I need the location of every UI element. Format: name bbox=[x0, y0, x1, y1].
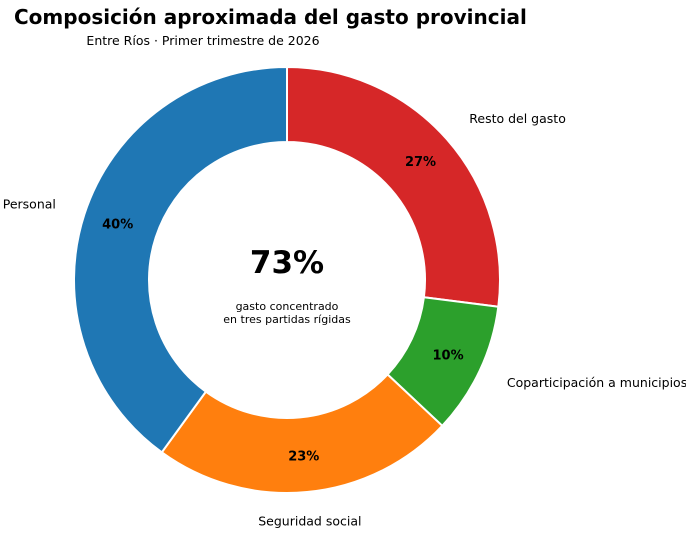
slice-label-resto-del-gasto: Resto del gasto bbox=[469, 111, 566, 126]
slice-percent-personal: 40% bbox=[102, 217, 133, 232]
slice-resto-del-gasto bbox=[286, 65, 501, 308]
donut-slice-labels: Resto del gasto Coparticipación a municip… bbox=[3, 111, 686, 529]
chart-subtitle: Entre Ríos · Primer trimestre de 2026 bbox=[86, 33, 319, 48]
slice-seguridad-social bbox=[160, 373, 444, 494]
center-caption-line-1: gasto concentrado bbox=[236, 300, 339, 313]
chart-title: Composición aproximada del gasto provinc… bbox=[14, 5, 527, 29]
slice-personal bbox=[73, 65, 288, 454]
donut-slices bbox=[73, 65, 501, 494]
center-caption-line-2: en tres partidas rígidas bbox=[223, 313, 351, 326]
slice-label-personal: Personal bbox=[3, 196, 56, 211]
center-value: 73% bbox=[250, 245, 324, 281]
slice-label-coparticipacion-a-municipios: Coparticipación a municipios bbox=[507, 375, 686, 390]
donut-percent-labels: 27% 10% 23% 40% bbox=[102, 155, 463, 465]
slice-percent-seguridad-social: 23% bbox=[288, 450, 319, 465]
slice-percent-resto-del-gasto: 27% bbox=[405, 155, 436, 170]
slice-percent-coparticipacion-a-municipios: 10% bbox=[432, 348, 463, 363]
slice-label-seguridad-social: Seguridad social bbox=[258, 513, 361, 528]
